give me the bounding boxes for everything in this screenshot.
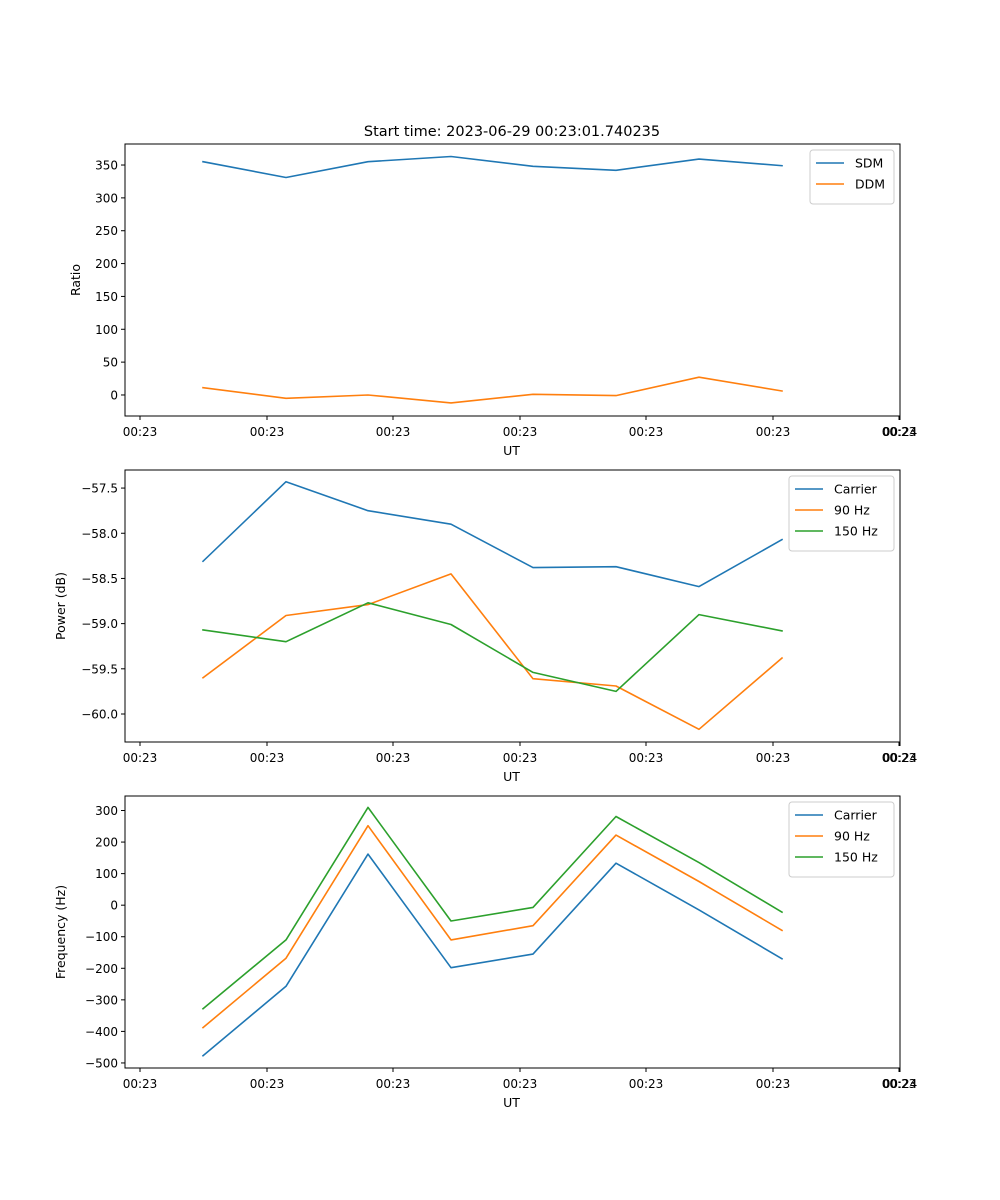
y-tick-label: 0 [110,388,118,402]
x-tick-label: 00:23 [882,1077,917,1091]
x-axis-label: UT [503,769,520,784]
x-tick-label: 00:23 [756,425,791,439]
chart-panel-3: −500 −400 −300 −200 −100 0 100 200 300 00:23 00:23… [53,795,918,1110]
y-tick-label: 50 [103,356,118,370]
y-tick-label: 100 [95,323,118,337]
series-line-carrier [201,853,784,1057]
y-tick-label: −59.5 [81,662,118,676]
x-tick-label: 00:23 [756,751,791,765]
legend-label: 150 Hz [834,524,878,539]
y-tick-label: 200 [95,836,118,850]
y-tick-label: 150 [95,290,118,304]
legend-label: DDM [855,177,885,192]
y-tick-label: 200 [95,257,118,271]
series-line-150-hz [201,806,784,1010]
x-axis-label: UT [503,1095,520,1110]
y-tick-label: −100 [85,930,118,944]
x-tick-label: 00:23 [629,751,664,765]
legend-label: SDM [855,156,883,171]
x-tick-label: 00:23 [250,1077,285,1091]
x-tick-label: 00:23 [250,425,285,439]
y-tick-label: −300 [85,993,118,1007]
y-tick-label: −59.0 [81,617,118,631]
legend: Carrier 90 Hz 150 Hz [788,801,895,878]
x-tick-label: 00:23 [123,751,158,765]
x-tick-label: 00:23 [882,751,917,765]
x-tick-label: 00:23 [503,425,538,439]
y-tick-label: 0 [110,899,118,913]
y-tick-label: −58.0 [81,527,118,541]
x-tick-label: 00:23 [503,1077,538,1091]
series-line-90-hz [201,824,784,1029]
x-tick-label: 00:23 [503,751,538,765]
y-tick-label: 100 [95,867,118,881]
legend: Carrier 90 Hz 150 Hz [788,475,895,552]
x-tick-label: 00:23 [123,425,158,439]
legend-label: Carrier [834,482,878,497]
x-tick-label: 00:23 [376,751,411,765]
y-tick-label: 300 [95,804,118,818]
legend-label: Carrier [834,808,878,823]
legend: SDM DDM [809,149,895,205]
figure-title: Start time: 2023-06-29 00:23:01.740235 [364,124,660,140]
y-axis-label: Ratio [68,264,83,296]
series-line-90-hz [201,573,784,731]
legend-box [788,801,895,878]
chart-panel-2: −60.0 −59.5 −59.0 −58.5 −58.0 −57.5 00:23 00:23… [53,469,918,784]
y-tick-label: −60.0 [81,707,118,721]
series-line-ddm [202,376,783,404]
x-tick-label: 00:23 [376,1077,411,1091]
y-tick-label: 300 [95,191,118,205]
y-tick-label: −57.5 [81,482,118,496]
y-tick-label: 350 [95,159,118,173]
x-tick-label: 00:24 [883,751,918,765]
x-tick-label: 00:23 [123,1077,158,1091]
y-tick-label: −500 [85,1056,118,1070]
y-tick-label: −200 [85,962,118,976]
x-tick-label: 00:23 [882,425,917,439]
x-tick-label: 00:23 [629,425,664,439]
series-line-150-hz [202,601,783,693]
x-tick-label: 00:24 [883,425,918,439]
y-tick-label: 250 [95,224,118,238]
legend-label: 150 Hz [834,850,878,865]
legend-box [788,475,895,552]
y-axis-label: Frequency (Hz) [53,885,68,979]
x-axis-label: UT [503,443,520,458]
x-tick-label: 00:24 [883,1077,918,1091]
axes-frame [124,469,901,743]
y-tick-label: −400 [85,1025,118,1039]
series-line-carrier [201,480,784,588]
x-tick-label: 00:23 [756,1077,791,1091]
axes-frame [124,795,901,1069]
series-line-sdm [202,155,783,179]
legend-label: 90 Hz [834,503,870,518]
y-tick-label: −58.5 [81,572,118,586]
x-tick-label: 00:23 [376,425,411,439]
y-axis-label: Power (dB) [53,572,68,640]
axes-frame [124,143,901,417]
legend-label: 90 Hz [834,829,870,844]
x-tick-label: 00:23 [250,751,285,765]
x-tick-label: 00:23 [629,1077,664,1091]
